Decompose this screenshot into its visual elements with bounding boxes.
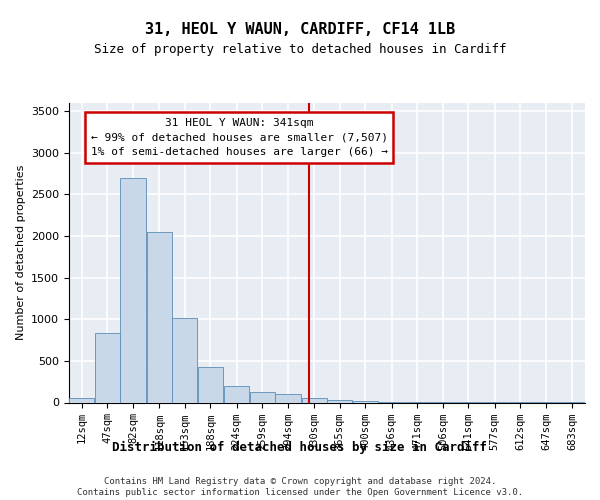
Bar: [198, 366, 223, 402]
Bar: [95, 332, 120, 402]
Bar: [172, 318, 197, 402]
Bar: [146, 232, 172, 402]
Text: 31, HEOL Y WAUN, CARDIFF, CF14 1LB: 31, HEOL Y WAUN, CARDIFF, CF14 1LB: [145, 22, 455, 38]
Bar: [121, 178, 146, 402]
Bar: [302, 398, 327, 402]
Text: Distribution of detached houses by size in Cardiff: Distribution of detached houses by size …: [113, 441, 487, 454]
Text: Size of property relative to detached houses in Cardiff: Size of property relative to detached ho…: [94, 42, 506, 56]
Bar: [353, 401, 378, 402]
Bar: [250, 392, 275, 402]
Y-axis label: Number of detached properties: Number of detached properties: [16, 165, 26, 340]
Text: Contains public sector information licensed under the Open Government Licence v3: Contains public sector information licen…: [77, 488, 523, 497]
Text: 31 HEOL Y WAUN: 341sqm
← 99% of detached houses are smaller (7,507)
1% of semi-d: 31 HEOL Y WAUN: 341sqm ← 99% of detached…: [91, 118, 388, 158]
Bar: [69, 398, 94, 402]
Bar: [275, 394, 301, 402]
Text: Contains HM Land Registry data © Crown copyright and database right 2024.: Contains HM Land Registry data © Crown c…: [104, 476, 496, 486]
Bar: [224, 386, 250, 402]
Bar: [327, 400, 352, 402]
